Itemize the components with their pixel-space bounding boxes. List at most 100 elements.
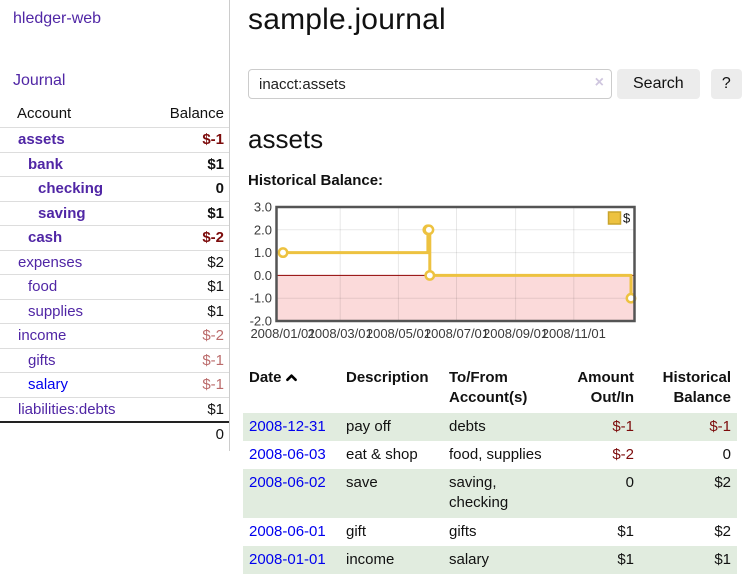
accounts-header-account: Account <box>0 100 141 128</box>
account-row: income $-2 <box>0 323 229 349</box>
transaction-date-link: 2008-12-31 <box>243 413 340 441</box>
accounts-header-balance: Balance <box>140 100 229 128</box>
accounts-header-row: Account Balance <box>0 100 229 128</box>
account-balance: $1 <box>140 201 229 226</box>
transaction-accounts: food, supplies <box>449 445 542 463</box>
account-link-expenses[interactable]: expenses <box>18 253 83 271</box>
app-title-link[interactable]: hledger-web <box>13 10 102 27</box>
register-row: 2008-06-03 eat & shop food, supplies $-2 0 <box>243 441 737 469</box>
transaction-amount: $-2 <box>612 445 634 463</box>
search-button[interactable]: Search <box>617 69 700 99</box>
account-balance: $-2 <box>140 323 229 349</box>
register-header-accounts: To/From Account(s) <box>449 369 528 407</box>
transaction-balance: $2 <box>714 522 731 540</box>
nav-journal-link[interactable]: Journal <box>13 72 66 89</box>
page-title: sample.journal <box>248 3 446 36</box>
account-balance: $1 <box>140 397 229 423</box>
account-balance: $1 <box>140 274 229 300</box>
svg-text:2008/03/01: 2008/03/01 <box>308 326 373 341</box>
search-input[interactable] <box>248 69 612 99</box>
account-link-bank[interactable]: bank <box>28 155 64 173</box>
register-header-amount: Amount Out/In <box>577 369 634 407</box>
clear-search-icon[interactable]: × <box>594 74 604 91</box>
account-row: cash $-2 <box>0 225 229 251</box>
account-balance: $1 <box>140 152 229 177</box>
register-table: Date Description To/From Account(s) Amou… <box>243 364 737 574</box>
main-content: sample.journal × Search ? assets Histori… <box>243 0 742 574</box>
svg-text:2008/11/01: 2008/11/01 <box>542 326 606 341</box>
account-row: assets $-1 <box>0 127 229 153</box>
accounts-total-spacer <box>0 421 141 447</box>
register-row: 2008-06-01 gift gifts $1 $2 <box>243 518 737 546</box>
account-balance: $-1 <box>140 372 229 398</box>
account-link-gifts[interactable]: gifts <box>28 351 56 369</box>
transaction-balance: $-1 <box>709 417 731 435</box>
transaction-accounts: saving, checking <box>449 474 509 512</box>
chevron-up-icon <box>285 374 297 382</box>
account-link-salary[interactable]: salary <box>28 376 69 393</box>
transaction-date-link[interactable]: 2008-12-31 <box>249 417 326 435</box>
account-balance: 0 <box>140 176 229 202</box>
transaction-description: eat & shop <box>346 445 418 463</box>
account-balance: $-1 <box>140 127 229 153</box>
account-row: supplies $1 <box>0 299 229 324</box>
account-row: gifts $-1 <box>0 348 229 373</box>
register-header-row: Date Description To/From Account(s) Amou… <box>243 364 737 413</box>
transaction-accounts: debts <box>449 417 486 435</box>
account-row: food $1 <box>0 274 229 300</box>
account-link-supplies[interactable]: supplies <box>28 302 84 320</box>
account-link-saving[interactable]: saving <box>38 204 86 222</box>
account-row: bank $1 <box>0 152 229 177</box>
svg-text:3.0: 3.0 <box>254 201 272 215</box>
register-header-date[interactable]: Date <box>243 364 340 413</box>
account-link-food[interactable]: food <box>28 278 58 295</box>
account-link-cash[interactable]: cash <box>28 229 63 246</box>
accounts-total-row: 0 <box>0 421 229 447</box>
account-balance: $-1 <box>140 348 229 373</box>
account-balance: $1 <box>140 299 229 324</box>
transaction-date-link: 2008-06-01 <box>243 518 340 546</box>
transaction-balance: 0 <box>722 445 731 463</box>
historical-balance-chart: $3.0 2.0 1.0 0.0 -1.0 -2.02008/01/012008/03/0… <box>250 201 637 341</box>
transaction-balance: $1 <box>714 550 731 568</box>
transaction-date-link: 2008-06-02 <box>243 469 340 518</box>
search-box: × <box>248 69 612 99</box>
register-row: 2008-01-01 income salary $1 $1 <box>243 545 737 574</box>
transaction-accounts: salary <box>449 550 490 568</box>
accounts-table-body: assets $-1 bank $1 checking 0 saving $1 cash $-2 e… <box>0 127 229 423</box>
transaction-amount: $-1 <box>612 417 634 435</box>
sidebar: hledger-web Journal Account Balance asse… <box>0 0 230 451</box>
help-button[interactable]: ? <box>710 69 742 99</box>
register-row: 2008-12-31 pay off debts $-1 $-1 <box>243 412 737 441</box>
transaction-date-link[interactable]: 2008-06-03 <box>249 445 326 463</box>
svg-text:-2.0: -2.0 <box>250 314 272 329</box>
transaction-date-link[interactable]: 2008-06-02 <box>249 474 326 491</box>
transaction-amount: $1 <box>617 550 634 568</box>
account-link-income[interactable]: income <box>18 327 67 344</box>
register-table-body: 2008-12-31 pay off debts $-1 $-1 2008-06-03 ea… <box>243 412 737 574</box>
transaction-accounts: gifts <box>449 522 477 540</box>
account-heading: assets <box>248 124 324 154</box>
account-link-checking[interactable]: checking <box>38 180 104 197</box>
account-link-assets[interactable]: assets <box>18 131 65 148</box>
account-row: checking 0 <box>0 176 229 202</box>
transaction-description: gift <box>346 522 367 540</box>
transaction-date-link[interactable]: 2008-06-01 <box>249 522 326 540</box>
search-form: × Search ? <box>248 69 742 99</box>
register-row: 2008-06-02 save saving, checking 0 $2 <box>243 469 737 518</box>
transaction-balance: $2 <box>714 474 731 491</box>
account-link-liabilities-debts[interactable]: liabilities:debts <box>18 400 116 418</box>
accounts-table: Account Balance assets $-1 bank $1 checking 0… <box>0 100 229 447</box>
transaction-amount: 0 <box>625 474 634 491</box>
transaction-date-link: 2008-01-01 <box>243 546 340 574</box>
register-header-balance: Historical Balance <box>662 369 731 407</box>
account-row: salary $-1 <box>0 372 229 398</box>
account-row: liabilities:debts $1 <box>0 397 229 423</box>
transaction-description: save <box>346 474 378 491</box>
svg-text:2008/01/01: 2008/01/01 <box>250 326 315 341</box>
account-row: expenses $2 <box>0 250 229 275</box>
transaction-description: income <box>346 550 395 568</box>
transaction-date-link[interactable]: 2008-01-01 <box>249 550 326 568</box>
svg-text:2008/07/01: 2008/07/01 <box>424 326 489 341</box>
svg-text:2.0: 2.0 <box>254 222 272 237</box>
